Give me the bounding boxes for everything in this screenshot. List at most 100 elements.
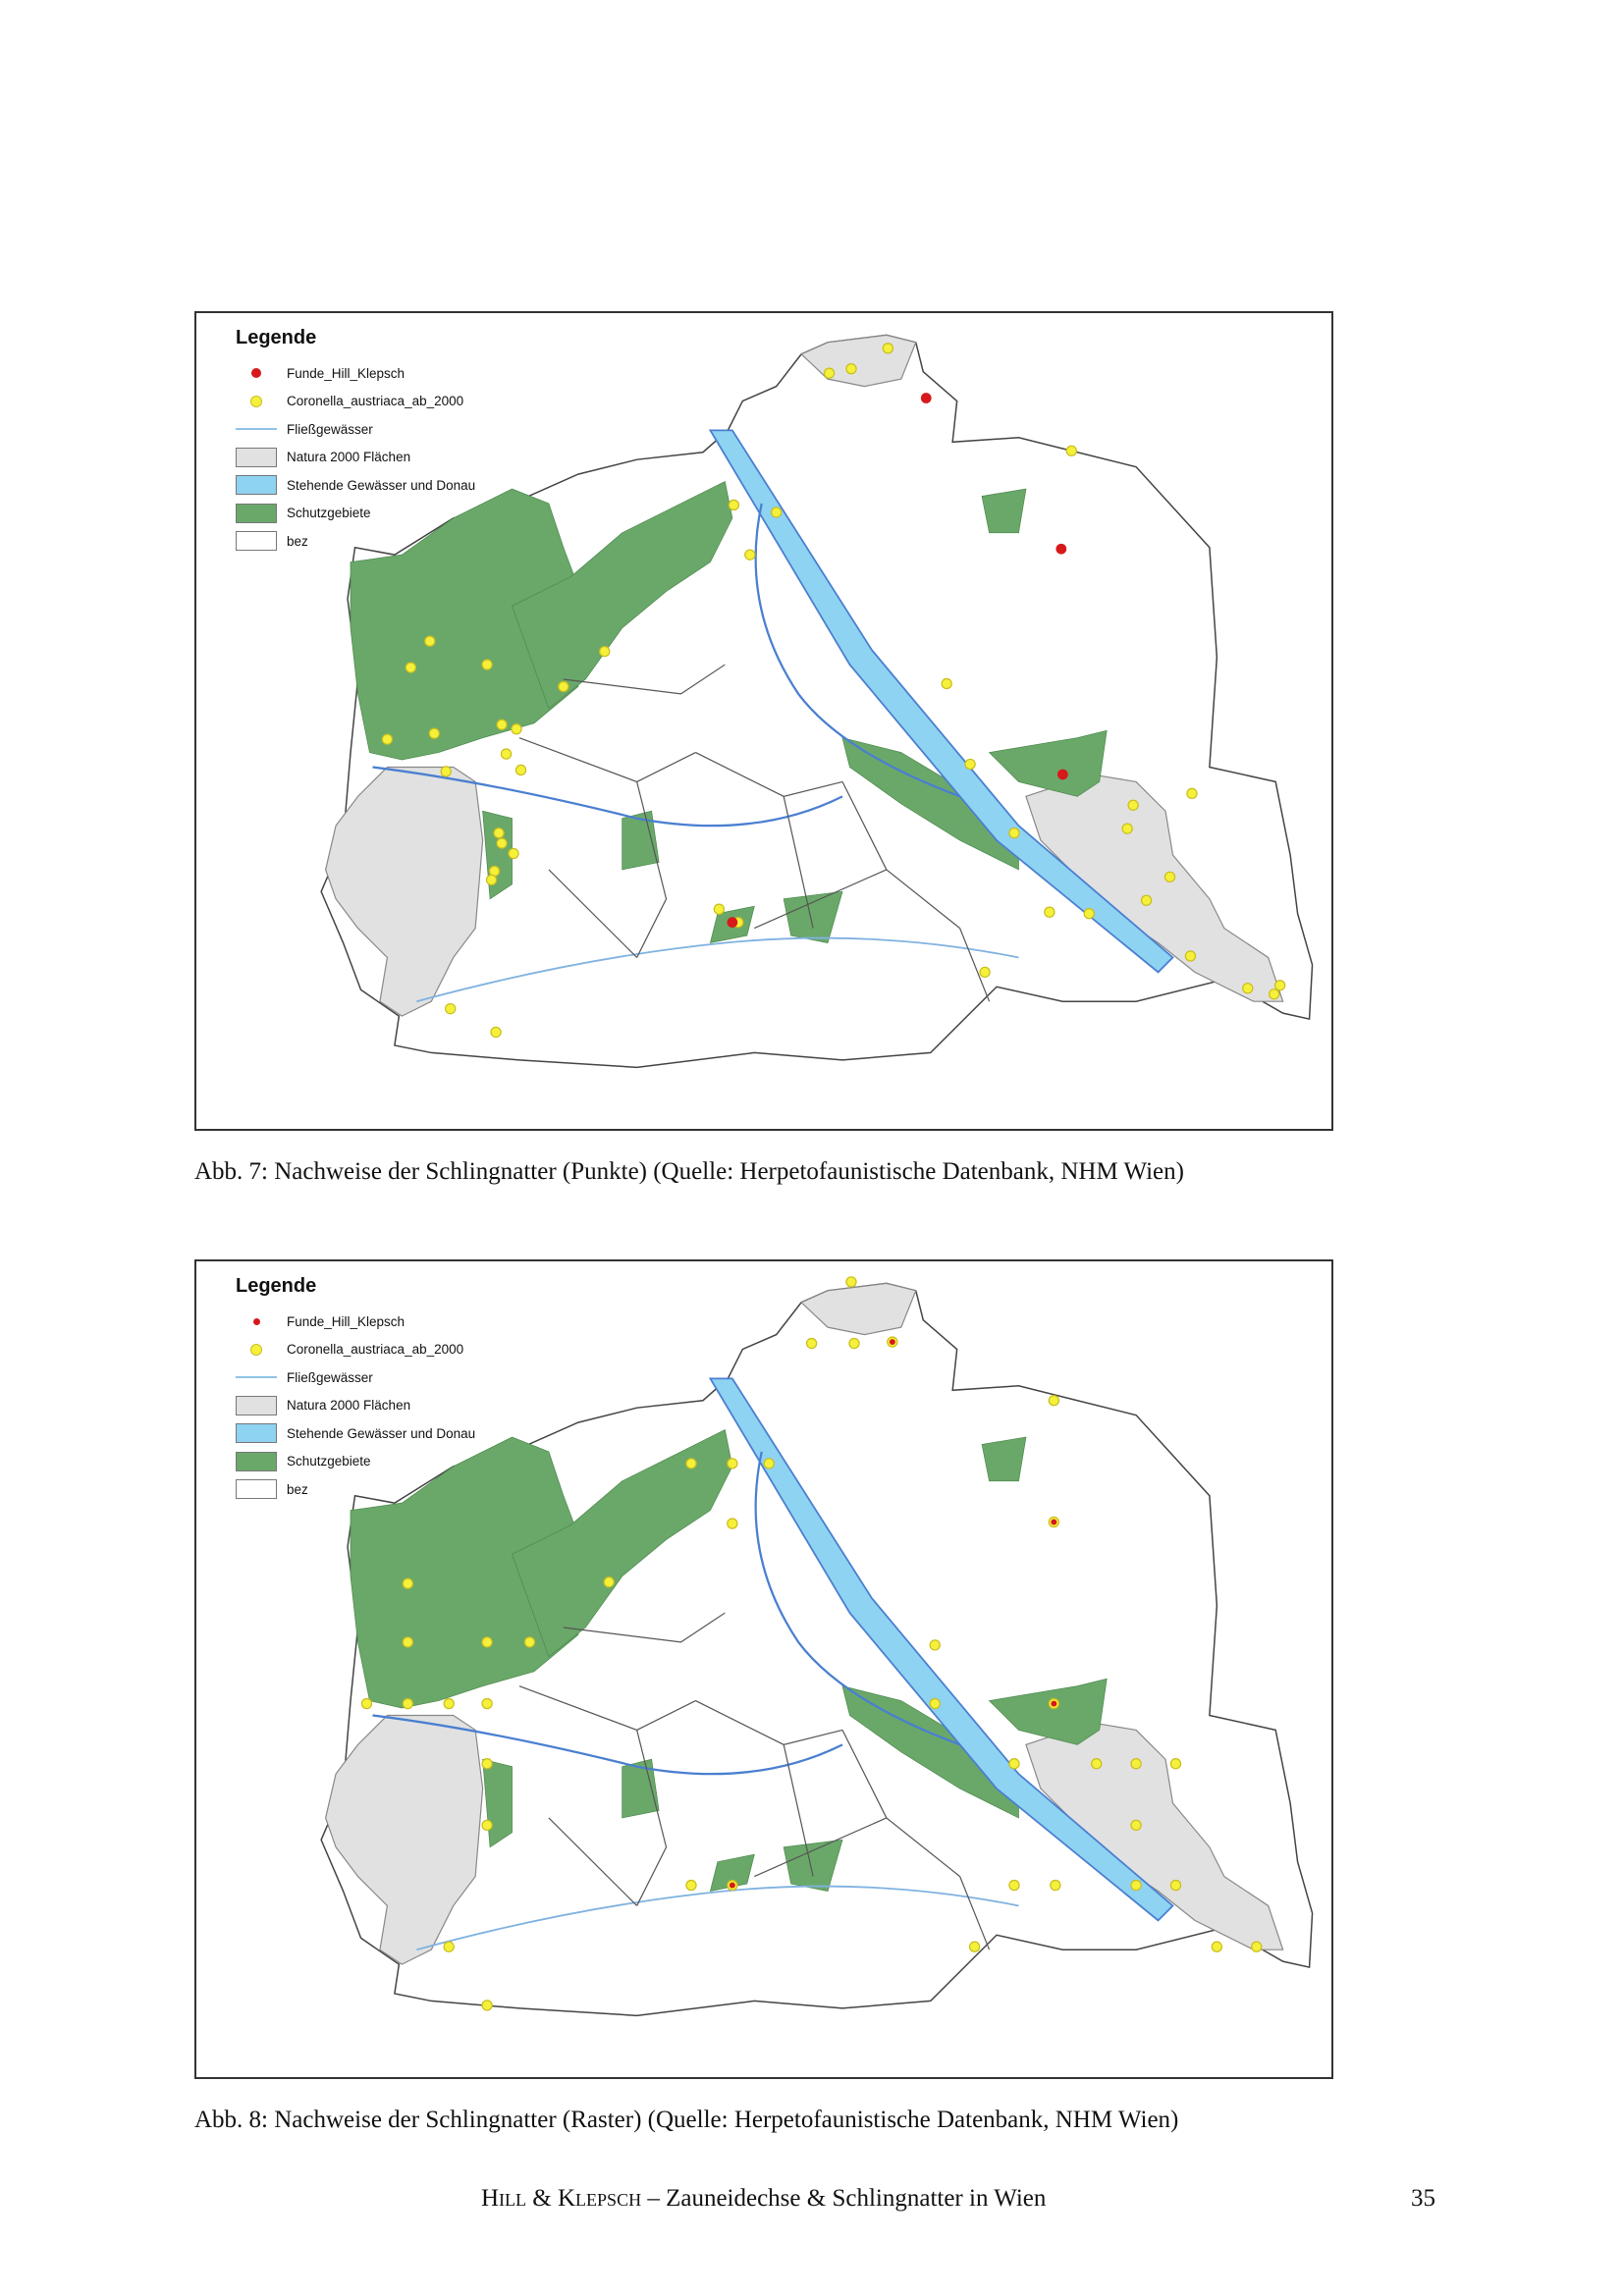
legend-item: Natura 2000 Flächen: [236, 1392, 475, 1420]
danube-river: [708, 1377, 1174, 1922]
coronella-record-point: [514, 764, 527, 776]
coronella-record-point: [490, 1026, 502, 1039]
natura-2000-area: [324, 1714, 484, 1965]
coronella-record-point: [1130, 1819, 1142, 1832]
hill-klepsch-record-point: [1055, 543, 1067, 555]
figure-caption: Abb. 7: Nachweise der Schlingnatter (Pun…: [194, 1158, 1184, 1185]
hill-klepsch-record-point: [1056, 769, 1068, 780]
coronella-record-point: [1242, 983, 1254, 994]
coronella-record-point: [481, 1758, 493, 1770]
author-2: Klepsch: [558, 2185, 642, 2212]
swatch-icon: [236, 503, 277, 523]
coronella-record-point: [964, 758, 976, 771]
legend-item: bez: [236, 527, 475, 556]
liesing-stream: [416, 1885, 1019, 1951]
legend-label: Funde_Hill_Klepsch: [287, 365, 406, 381]
coronella-record-point: [1169, 1879, 1182, 1892]
coronella-record-point: [1273, 980, 1286, 991]
ampersand: &: [526, 2185, 558, 2212]
legend-item: Fließgewässer: [236, 415, 475, 444]
old-danube-river: [754, 503, 961, 798]
legend-title: Legende: [236, 327, 317, 348]
swatch-icon: [236, 1479, 277, 1500]
coronella-record-point: [929, 1697, 941, 1710]
legend-label: Fließgewässer: [287, 421, 373, 437]
coronella-record-point: [728, 499, 740, 511]
coronella-record-point: [727, 1518, 738, 1529]
protected-area: [981, 1436, 1027, 1482]
coronella-record-point: [968, 1941, 981, 1952]
legend-label: bez: [287, 533, 308, 549]
coronella-record-point: [1050, 1879, 1061, 1892]
protected-area: [988, 1678, 1108, 1745]
coronella-record-point: [744, 549, 756, 561]
running-footer: Hill & Klepsch – Zauneidechse & Schlingn…: [481, 2185, 1046, 2213]
coronella-record-point: [1008, 827, 1020, 839]
coronella-record-point: [603, 1576, 615, 1588]
hill-klepsch-record-point: [729, 1882, 735, 1889]
legend-label: Stehende Gewässer und Donau: [287, 1425, 476, 1441]
coronella-record-point: [1130, 1879, 1142, 1892]
coronella-record-point: [713, 903, 726, 915]
coronella-record-point: [485, 874, 498, 886]
coronella-record-point: [845, 363, 857, 375]
swatch-icon: [236, 1451, 277, 1471]
coronella-record-point: [1184, 950, 1197, 962]
coronella-record-point: [1083, 908, 1095, 920]
coronella-record-point: [481, 1697, 493, 1710]
protected-area: [783, 1839, 843, 1892]
coronella-record-point: [440, 766, 452, 777]
coronella-record-point: [1121, 823, 1133, 834]
district-border: [518, 1685, 696, 1732]
coronella-record-point: [979, 966, 991, 979]
coronella-record-point: [508, 847, 519, 860]
protected-area: [841, 1685, 1019, 1819]
coronella-record-point: [599, 645, 611, 658]
legend-item: bez: [236, 1475, 475, 1504]
coronella-record-point: [771, 507, 783, 518]
swatch-icon: [236, 1395, 277, 1415]
protected-area: [622, 1758, 660, 1819]
coronella-record-point: [1186, 787, 1198, 800]
coronella-record-point: [845, 1276, 857, 1288]
legend-item: Schutzgebiete: [236, 1448, 475, 1476]
coronella-record-point: [481, 1636, 493, 1648]
coronella-record-point: [481, 2000, 493, 2011]
coronella-record-point: [402, 1577, 414, 1589]
vienna-map: [320, 334, 1314, 1069]
coronella-record-point: [402, 1636, 414, 1648]
line-icon: [236, 1368, 277, 1386]
wien-river: [372, 766, 843, 828]
protected-area: [841, 737, 1019, 871]
hill-klepsch-record-point: [1051, 1519, 1057, 1525]
legend-item: Coronella_austriaca_ab_2000: [236, 388, 475, 416]
swatch-icon: [236, 1423, 277, 1444]
protected-area: [512, 1429, 733, 1658]
hill-klepsch-record-point: [1051, 1700, 1057, 1707]
coronella-record-point: [402, 1697, 414, 1710]
coronella-record-point: [493, 827, 505, 839]
protected-area: [350, 488, 586, 761]
liesing-stream: [416, 936, 1019, 1003]
swatch-icon: [236, 531, 277, 552]
district-border: [754, 869, 888, 930]
coronella-record-point: [763, 1458, 775, 1469]
hill-klepsch-record-point: [920, 393, 932, 403]
coronella-record-point: [1169, 1758, 1182, 1770]
district-border: [841, 1730, 961, 1878]
legend-label: bez: [287, 1481, 308, 1497]
legend-item: Funde_Hill_Klepsch: [236, 1308, 475, 1336]
legend-item: Funde_Hill_Klepsch: [236, 359, 475, 388]
legend-label: Schutzgebiete: [287, 1454, 371, 1469]
line-icon: [236, 420, 277, 438]
coronella-record-point: [685, 1458, 697, 1469]
legend-title: Legende: [236, 1275, 317, 1297]
coronella-record-point: [558, 680, 569, 693]
legend-label: Natura 2000 Flächen: [287, 1398, 411, 1414]
coronella-record-point: [1065, 445, 1077, 456]
hill-klepsch-record-point: [727, 917, 738, 929]
legend-label: Stehende Gewässer und Donau: [287, 477, 476, 493]
district-border: [959, 1876, 991, 1950]
coronella-record-point: [1140, 894, 1153, 906]
coronella-record-point: [381, 733, 394, 745]
